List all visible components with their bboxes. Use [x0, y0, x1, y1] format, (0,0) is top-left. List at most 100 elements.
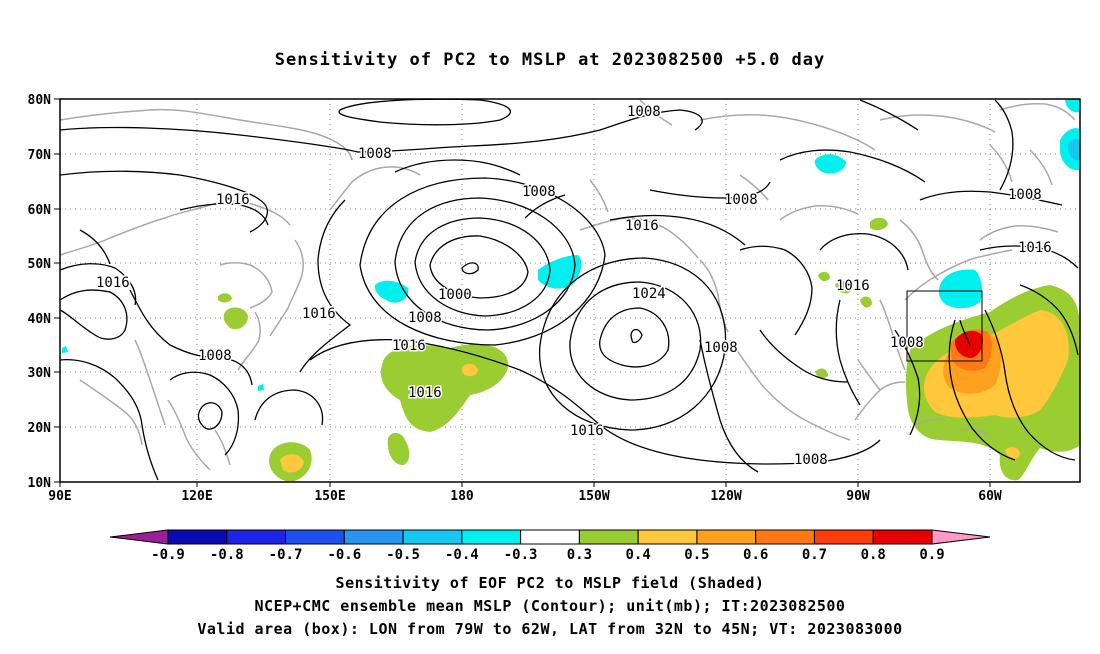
colorbar-label: -0.5	[386, 547, 420, 563]
colorbar-label: 0.4	[626, 547, 651, 563]
contour-label: 1016	[1018, 240, 1052, 256]
shade-positive-07	[954, 330, 983, 358]
lon-label: 120E	[181, 489, 212, 504]
shade-positive-04	[462, 363, 478, 377]
lon-label: 90W	[846, 489, 870, 504]
mslp-contours	[60, 99, 1079, 481]
coastlines	[60, 99, 1076, 471]
shade-negative-04	[374, 280, 409, 303]
shade-positive-03	[380, 344, 509, 432]
colorbar-label: -0.8	[210, 547, 244, 563]
contour-label: 1016	[570, 423, 604, 439]
caption-line-3: Valid area (box): LON from 79W to 62W, L…	[197, 620, 903, 638]
contour-label: 1008	[704, 340, 738, 356]
colorbar-label: 0.8	[861, 547, 886, 563]
lon-label: 90E	[48, 489, 71, 504]
shade-positive-03	[870, 217, 888, 231]
colorbar-swatch	[696, 529, 757, 545]
contour-label: 1016	[625, 218, 659, 234]
colorbar-swatch	[813, 529, 874, 545]
contour-label: 1008	[724, 192, 758, 208]
colorbar-swatch	[167, 529, 228, 545]
lat-label: 20N	[28, 421, 52, 436]
contour-label: 1016	[216, 192, 250, 208]
chart-title: Sensitivity of PC2 to MSLP at 2023082500…	[274, 50, 826, 70]
contour-label: 1008	[794, 452, 828, 468]
colorbar-swatch	[578, 529, 639, 545]
colorbar-arrow-low	[109, 529, 169, 545]
colorbar-label: 0.3	[567, 547, 592, 563]
contour-label: 1008	[1008, 187, 1042, 203]
shade-positive-03	[218, 293, 232, 303]
colorbar-swatch	[872, 529, 933, 545]
lat-label: 30N	[28, 366, 52, 381]
colorbar-labels: -0.9 -0.8 -0.7 -0.6 -0.5 -0.4 -0.3 0.3 0.4 0.5 0.6…	[151, 547, 945, 563]
colorbar-label: 0.6	[743, 547, 768, 563]
shade-positive-04	[1005, 447, 1020, 460]
lat-label: 80N	[28, 93, 52, 108]
contour-label: 1016	[302, 306, 336, 322]
contour-label: 1016	[392, 338, 426, 354]
lat-label: 10N	[28, 476, 52, 491]
valid-area-box	[906, 290, 983, 362]
contour-label: 1008	[408, 310, 442, 326]
contour-label: 1024	[632, 286, 666, 302]
colorbar-swatch	[343, 529, 404, 545]
lon-label: 180	[450, 489, 474, 504]
shade-negative-05	[1068, 139, 1080, 161]
lon-labels: 90E 120E 150E 180 150W 120W 90W 60W	[48, 489, 1002, 504]
grid-lines	[60, 99, 1080, 482]
axis-ticks	[54, 98, 991, 487]
shade-negative-04	[62, 346, 68, 353]
contour-label-group: 1008 1008 1008 1008 1008 1016 1016 1016 …	[95, 103, 1054, 470]
shade-positive-04	[280, 454, 304, 473]
colorbar-label: -0.6	[327, 547, 361, 563]
lat-label: 70N	[28, 148, 52, 163]
contour-label: 1008	[890, 335, 924, 351]
shade-positive-03	[818, 271, 830, 282]
lat-label: 50N	[28, 257, 52, 272]
shade-positive-03	[815, 368, 828, 379]
shade-positive-03	[387, 432, 410, 466]
colorbar-swatch	[461, 529, 522, 545]
colorbar-label: 0.7	[802, 547, 827, 563]
contour-label: 1008	[522, 184, 556, 200]
colorbar-swatch	[285, 529, 345, 545]
colorbar-label: -0.4	[445, 547, 479, 563]
colorbar	[109, 529, 991, 545]
shade-negative-04	[258, 384, 264, 391]
lon-label: 60W	[978, 489, 1002, 504]
shade-positive-03	[835, 280, 852, 294]
lon-label: 150W	[578, 489, 609, 504]
colorbar-swatch	[637, 529, 698, 545]
caption-line-2: NCEP+CMC ensemble mean MSLP (Contour); u…	[254, 597, 846, 615]
lat-label: 60N	[28, 203, 52, 218]
shade-negative-04	[814, 154, 846, 174]
contour-label: 1016	[96, 275, 130, 291]
contour-label: 1016	[836, 278, 870, 294]
colorbar-swatch	[520, 529, 580, 545]
shade-negative-04	[1065, 99, 1080, 113]
contour-label: 1000	[438, 287, 472, 303]
contour-label: 1008	[358, 146, 392, 162]
colorbar-label: -0.3	[504, 547, 538, 563]
colorbar-swatch	[755, 529, 815, 545]
lat-label: 40N	[28, 312, 52, 327]
lon-label: 150E	[314, 489, 345, 504]
colorbar-label: -0.9	[151, 547, 185, 563]
lon-label: 120W	[710, 489, 741, 504]
contour-label: 1008	[627, 104, 661, 120]
lat-labels: 80N 70N 60N 50N 40N 30N 20N 10N	[28, 93, 52, 491]
colorbar-label: 0.9	[919, 547, 944, 563]
colorbar-arrow-high	[931, 529, 991, 545]
shade-positive-03	[223, 307, 248, 330]
colorbar-swatch	[226, 529, 287, 545]
shade-negative-04	[938, 269, 983, 309]
contour-label: 1008	[198, 348, 232, 364]
contour-label: 1016	[408, 385, 442, 401]
caption-line-1: Sensitivity of EOF PC2 to MSLP field (Sh…	[335, 574, 765, 592]
colorbar-swatch	[402, 529, 463, 545]
colorbar-label: -0.7	[269, 547, 303, 563]
map-frame	[59, 98, 1081, 483]
